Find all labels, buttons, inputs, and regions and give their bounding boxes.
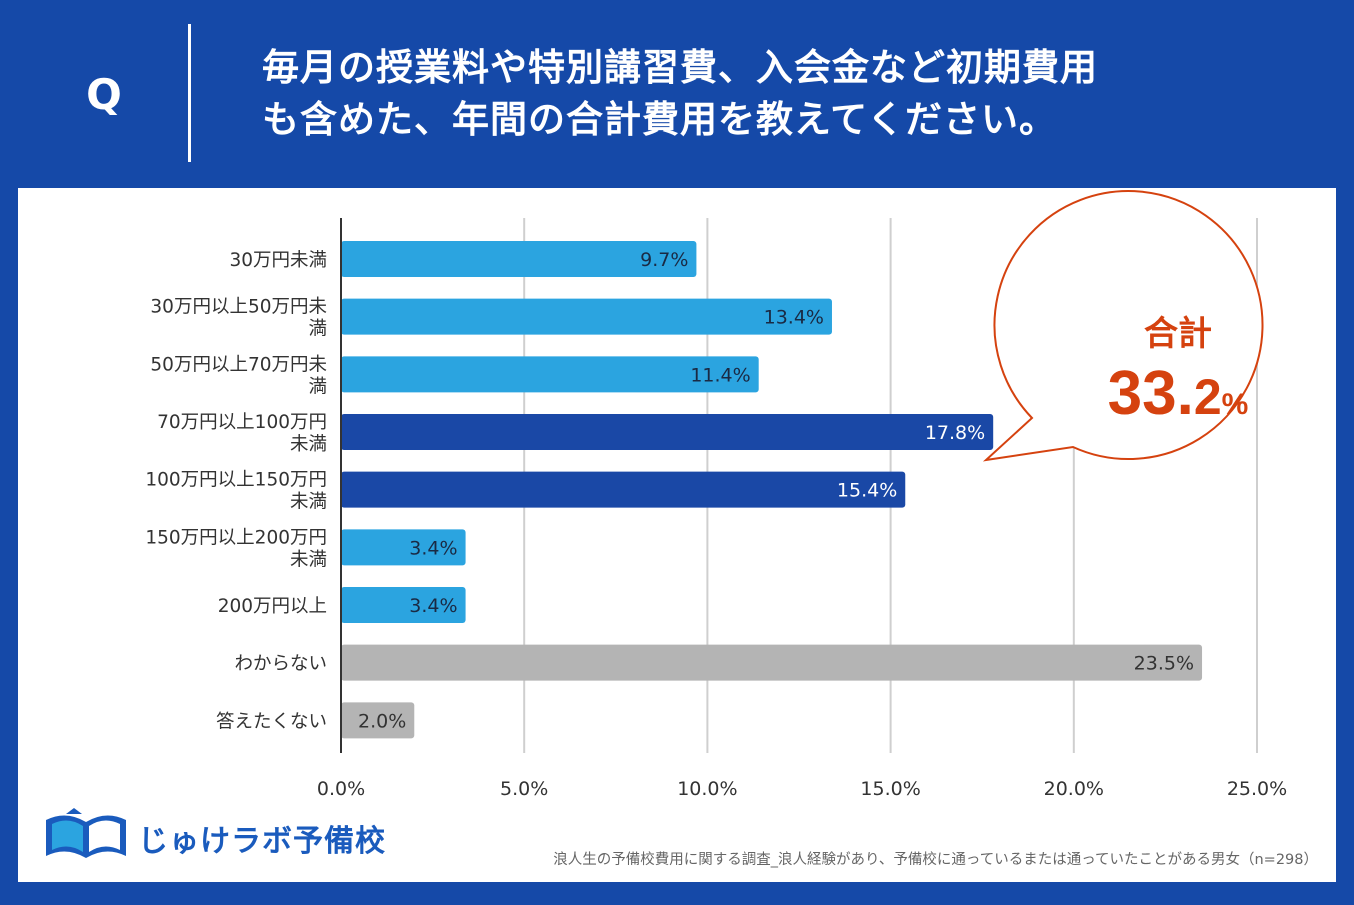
- callout-value: 33.2%: [1048, 358, 1308, 429]
- category-label-line: 満: [308, 376, 327, 397]
- chart-panel: 0.0% 5.0% 10.0% 15.0% 20.0% 25.0% 9.7% 30万円未満 13…: [18, 188, 1336, 882]
- category-label-line: 200万円以上: [218, 596, 327, 617]
- question-line-1: 毎月の授業料や特別講習費、入会金など初期費用: [262, 46, 1098, 89]
- category-label-line: わからない: [234, 654, 327, 675]
- category-label: 200万円以上: [218, 596, 327, 617]
- category-label-line: 100万円以上150万円: [145, 470, 327, 491]
- category-label: 70万円以上100万円未満: [157, 412, 327, 455]
- question-mark: Q: [86, 70, 122, 119]
- bar-value-label: 9.7%: [640, 249, 688, 271]
- header-divider: [188, 24, 191, 162]
- bar-value-label: 3.4%: [409, 595, 457, 617]
- brand-logo: じゅけラボ予備校: [40, 806, 385, 866]
- category-label: わからない: [234, 654, 327, 675]
- bar: [341, 587, 466, 623]
- bar: [341, 702, 415, 739]
- category-label-line: 30万円未満: [229, 250, 327, 271]
- callout-label: 合計: [1144, 314, 1212, 354]
- callout-value-unit: %: [1221, 388, 1249, 421]
- category-label: 答えたくない: [216, 711, 327, 732]
- callout-value-dec: 2: [1193, 369, 1222, 425]
- x-tick-label: 20.0%: [1044, 778, 1104, 800]
- callout-value-int: 33.: [1107, 359, 1194, 428]
- category-label-line: 150万円以上200万円: [145, 527, 327, 548]
- x-tick-label: 25.0%: [1227, 778, 1287, 800]
- category-label-line: 50万円以上70万円未: [150, 354, 327, 375]
- bar: [341, 471, 906, 508]
- category-label-line: 30万円以上50万円未: [150, 297, 327, 318]
- question-line-2: も含めた、年間の合計費用を教えてください。: [262, 98, 1058, 141]
- x-tick-label: 5.0%: [500, 778, 548, 800]
- x-tick-label: 10.0%: [677, 778, 737, 800]
- bar-value-label: 15.4%: [837, 480, 897, 502]
- category-label-line: 未満: [290, 492, 327, 513]
- x-tick-label: 15.0%: [860, 778, 920, 800]
- category-label-line: 未満: [290, 434, 327, 455]
- header: Q 毎月の授業料や特別講習費、入会金など初期費用 も含めた、年間の合計費用を教え…: [0, 0, 1354, 186]
- category-label: 30万円以上50万円未満: [150, 297, 327, 340]
- question-text: 毎月の授業料や特別講習費、入会金など初期費用 も含めた、年間の合計費用を教えてく…: [262, 42, 1322, 146]
- bar-value-label: 2.0%: [358, 710, 406, 732]
- bar-value-label: 13.4%: [764, 307, 824, 329]
- category-label: 50万円以上70万円未満: [150, 354, 327, 397]
- bar: [341, 529, 466, 566]
- category-label: 100万円以上150万円未満: [145, 470, 327, 513]
- survey-footnote: 浪人生の予備校費用に関する調査_浪人経験があり、予備校に通っているまたは通ってい…: [553, 852, 1318, 868]
- book-logo-icon: [46, 808, 126, 858]
- bar: [341, 644, 1203, 681]
- bar: [341, 414, 994, 450]
- bar: [341, 356, 759, 393]
- x-tick-label: 0.0%: [317, 778, 365, 800]
- category-label: 30万円未満: [229, 250, 327, 271]
- bar: [341, 241, 697, 277]
- category-label-line: 70万円以上100万円: [157, 412, 327, 433]
- category-label: 150万円以上200万円未満: [145, 527, 327, 570]
- category-label-line: 答えたくない: [216, 711, 327, 732]
- bar-value-label: 3.4%: [409, 537, 457, 559]
- callout-bubble: [982, 190, 1264, 462]
- bar-value-label: 17.8%: [925, 422, 985, 444]
- logo-text: じゅけラボ予備校: [138, 824, 386, 859]
- bar-value-label: 11.4%: [690, 364, 750, 386]
- bar: [341, 298, 832, 335]
- category-label-line: 未満: [290, 549, 327, 570]
- category-label-line: 満: [308, 319, 327, 340]
- bar-value-label: 23.5%: [1134, 653, 1194, 675]
